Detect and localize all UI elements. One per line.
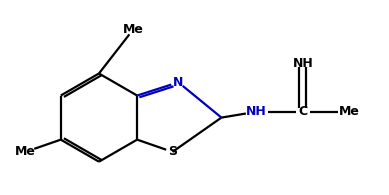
- Text: N: N: [173, 76, 184, 89]
- Text: NH: NH: [293, 57, 313, 70]
- Text: Me: Me: [338, 105, 359, 118]
- Text: NH: NH: [246, 105, 267, 118]
- Text: C: C: [298, 105, 307, 118]
- Text: Me: Me: [123, 23, 144, 36]
- Text: Me: Me: [15, 145, 36, 158]
- Text: S: S: [168, 145, 177, 158]
